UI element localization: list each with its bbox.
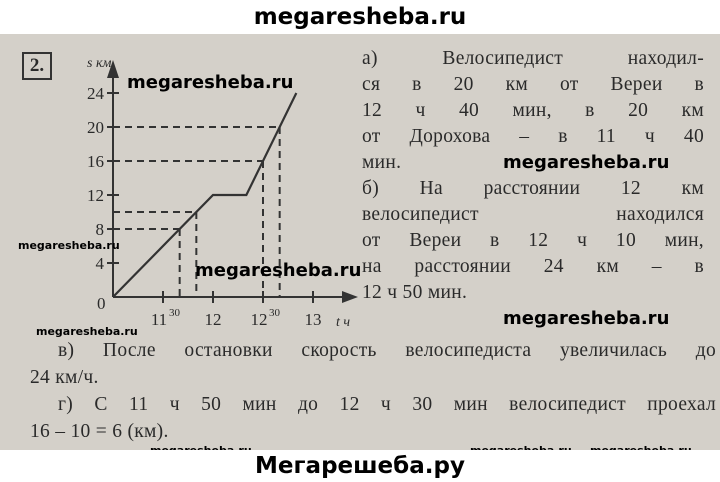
watermark: megaresheba.ru [18, 239, 120, 252]
x-tick-label-sup: 30 [169, 307, 181, 319]
watermark-top: megaresheba.ru [0, 0, 720, 34]
x-tick-label: 12 [205, 310, 222, 329]
y-axis-arrow [107, 60, 119, 78]
answer-line: а) Велосипедист находил- [362, 48, 704, 69]
answer-line: в) После остановки скорость велосипедист… [58, 340, 716, 361]
answer-line: 16 – 10 = 6 (км). [30, 421, 169, 442]
task-number: 2. [22, 52, 52, 80]
answer-line: на расстоянии 24 км – в [362, 256, 704, 277]
answer-line: б) На расстоянии 12 км [362, 178, 704, 199]
y-tick-label: 8 [96, 220, 105, 239]
answer-line: 12 ч 50 мин. [362, 282, 468, 303]
answer-line: ся в 20 км от Вереи в [362, 74, 704, 95]
watermark: megaresheba.ru [503, 152, 670, 173]
y-tick-label: 12 [87, 186, 104, 205]
y-axis-label: s км [87, 56, 111, 71]
x-tick-label: 13 [305, 310, 322, 329]
y-tick-label: 16 [87, 152, 104, 171]
x-tick-label: 12 [251, 310, 268, 329]
watermark: megaresheba.ru [503, 308, 670, 329]
watermark: megaresheba.ru [127, 72, 294, 93]
distance-line [112, 92, 298, 298]
x-tick-label-sup: 30 [269, 307, 281, 319]
answer-line: от Вереи в 12 ч 10 мин, [362, 230, 704, 251]
answer-line: велосипедист находился [362, 204, 704, 225]
answer-line: г) С 11 ч 50 мин до 12 ч 30 мин велосипе… [58, 394, 716, 415]
y-tick-label: 24 [87, 84, 105, 103]
watermark-bottom: Мегарешеба.ру [0, 450, 720, 482]
answer-line: 12 ч 40 мин, в 20 км [362, 100, 704, 121]
x-tick-label: 11 [151, 310, 167, 329]
y-tick-label: 20 [87, 118, 104, 137]
watermark: megaresheba.ru [36, 325, 138, 338]
y-tick-label: 4 [96, 254, 105, 273]
watermark: megaresheba.ru [195, 260, 362, 281]
answer-line: мин. [362, 152, 402, 173]
answer-line: от Дорохова – в 11 ч 40 [362, 126, 704, 147]
x-axis-arrow [342, 291, 358, 303]
x-axis-label: t ч [336, 315, 350, 330]
origin-label: 0 [97, 294, 106, 313]
answer-line: 24 км/ч. [30, 367, 99, 388]
